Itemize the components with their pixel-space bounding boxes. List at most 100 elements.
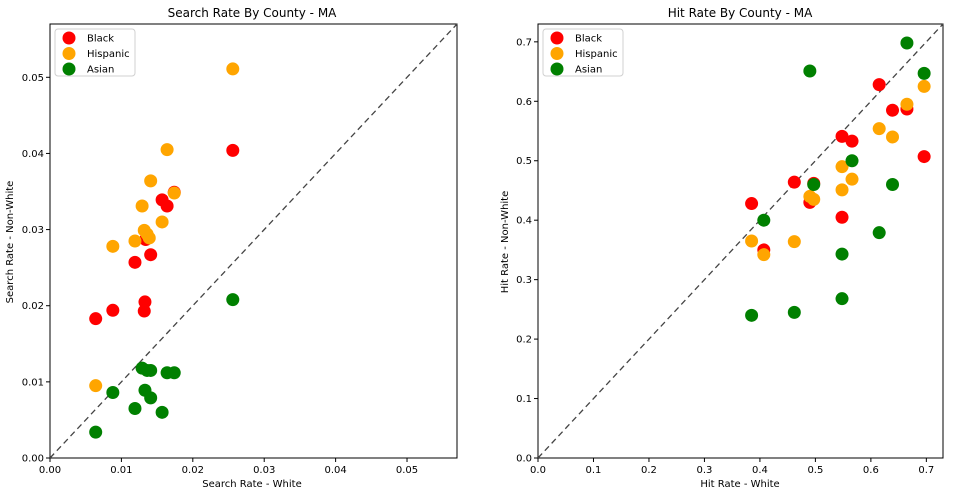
x-tick-label: 0.5 (807, 465, 823, 476)
diagonal-reference-line (49, 23, 458, 459)
series-black (89, 143, 240, 326)
data-point (807, 178, 821, 192)
data-point (900, 97, 914, 111)
series-hispanic (89, 62, 240, 393)
x-tick-label: 0.03 (253, 465, 275, 476)
y-tick-label: 0.0 (516, 454, 532, 465)
data-point (106, 386, 120, 400)
data-point (835, 210, 849, 224)
data-point (144, 248, 158, 262)
plot-area: 0.00 0.01 0.02 0.03 0.04 0.05 0.00 0.01 0.02 0.03… (22, 23, 458, 476)
data-point (900, 36, 914, 50)
legend: Black Hispanic Asian (54, 28, 136, 77)
data-point (917, 150, 931, 164)
data-point (128, 255, 142, 269)
y-tick-label: 0.4 (516, 216, 532, 227)
legend-marker (62, 47, 76, 60)
data-point (160, 199, 174, 213)
y-tick-label: 0.01 (22, 377, 44, 388)
x-tick-label: 0.01 (110, 465, 132, 476)
data-point (160, 143, 174, 157)
legend: Black Hispanic Asian (542, 28, 624, 77)
data-point (226, 62, 240, 76)
legend-label: Black (575, 34, 602, 45)
y-tick-label: 0.03 (22, 225, 44, 236)
data-point (872, 122, 886, 136)
data-point (917, 66, 931, 80)
x-tick-label: 0.1 (586, 465, 602, 476)
data-point (144, 391, 158, 405)
x-tick-label: 0.3 (696, 465, 712, 476)
y-tick-label: 0.04 (22, 149, 44, 160)
legend-label: Hispanic (575, 49, 618, 60)
data-point (106, 303, 120, 317)
data-point (807, 192, 821, 206)
y-tick-label: 0.1 (516, 394, 532, 405)
data-point (89, 379, 103, 393)
y-tick-label: 0.7 (516, 37, 532, 48)
data-point (787, 175, 801, 189)
data-point (167, 186, 181, 200)
x-tick-label: 0.00 (39, 465, 61, 476)
x-tick-label: 0.4 (752, 465, 768, 476)
data-point (155, 405, 169, 419)
data-point (835, 292, 849, 306)
data-point (835, 129, 849, 143)
chart-title: Search Rate By County - MA (168, 6, 338, 20)
x-tick-label: 0.04 (324, 465, 346, 476)
diagonal-reference-line (537, 23, 944, 459)
data-point (886, 178, 900, 192)
series-asian (89, 293, 240, 439)
data-point (226, 143, 240, 157)
data-point (845, 172, 859, 186)
data-point (803, 64, 817, 78)
data-point (835, 247, 849, 261)
legend-label: Black (87, 34, 114, 45)
y-tick-label: 0.2 (516, 335, 532, 346)
data-point (745, 197, 759, 211)
legend-label: Hispanic (87, 49, 130, 60)
data-point (226, 293, 240, 307)
data-point (886, 130, 900, 144)
plot-area: 0.0 0.1 0.2 0.3 0.4 0.5 0.6 0.7 0.0 0.1 0.2 0.3 0.4 0… (516, 23, 944, 476)
data-point (757, 248, 771, 262)
legend-marker (550, 47, 564, 60)
data-point (845, 154, 859, 168)
y-tick-label: 0.02 (22, 301, 44, 312)
data-point (155, 215, 169, 229)
data-point (787, 235, 801, 249)
x-tick-label: 0.6 (863, 465, 879, 476)
x-tick-label: 0.2 (641, 465, 657, 476)
y-tick-label: 0.00 (22, 454, 44, 465)
x-axis-label: Search Rate - White (202, 479, 302, 490)
legend-box (542, 28, 624, 77)
data-point (142, 231, 156, 245)
y-tick-label: 0.5 (516, 156, 532, 167)
y-tick-label: 0.3 (516, 275, 532, 286)
legend-marker (550, 62, 564, 76)
y-tick-label: 0.05 (22, 73, 44, 84)
data-point (787, 305, 801, 319)
legend-marker (550, 31, 564, 45)
data-point (745, 308, 759, 322)
hit-rate-chart: Hit Rate By County - MA Hit Rate - White… (500, 6, 944, 490)
legend-box (54, 28, 136, 77)
data-point (89, 312, 103, 326)
y-tick-label: 0.6 (516, 97, 532, 108)
data-point (167, 366, 181, 380)
search-rate-chart: Search Rate By County - MA Search Rate -… (5, 6, 458, 490)
data-point (757, 213, 771, 227)
data-point (138, 295, 152, 309)
data-point (845, 134, 859, 148)
data-point (917, 79, 931, 93)
legend-marker (62, 31, 76, 45)
chart-title: Hit Rate By County - MA (668, 6, 813, 20)
data-point (144, 363, 158, 377)
series-asian (745, 36, 931, 322)
x-tick-label: 0.05 (396, 465, 418, 476)
data-point (872, 226, 886, 240)
y-axis-label: Search Rate - Non-White (5, 181, 16, 304)
data-point (872, 78, 886, 92)
x-tick-label: 0.0 (530, 465, 546, 476)
